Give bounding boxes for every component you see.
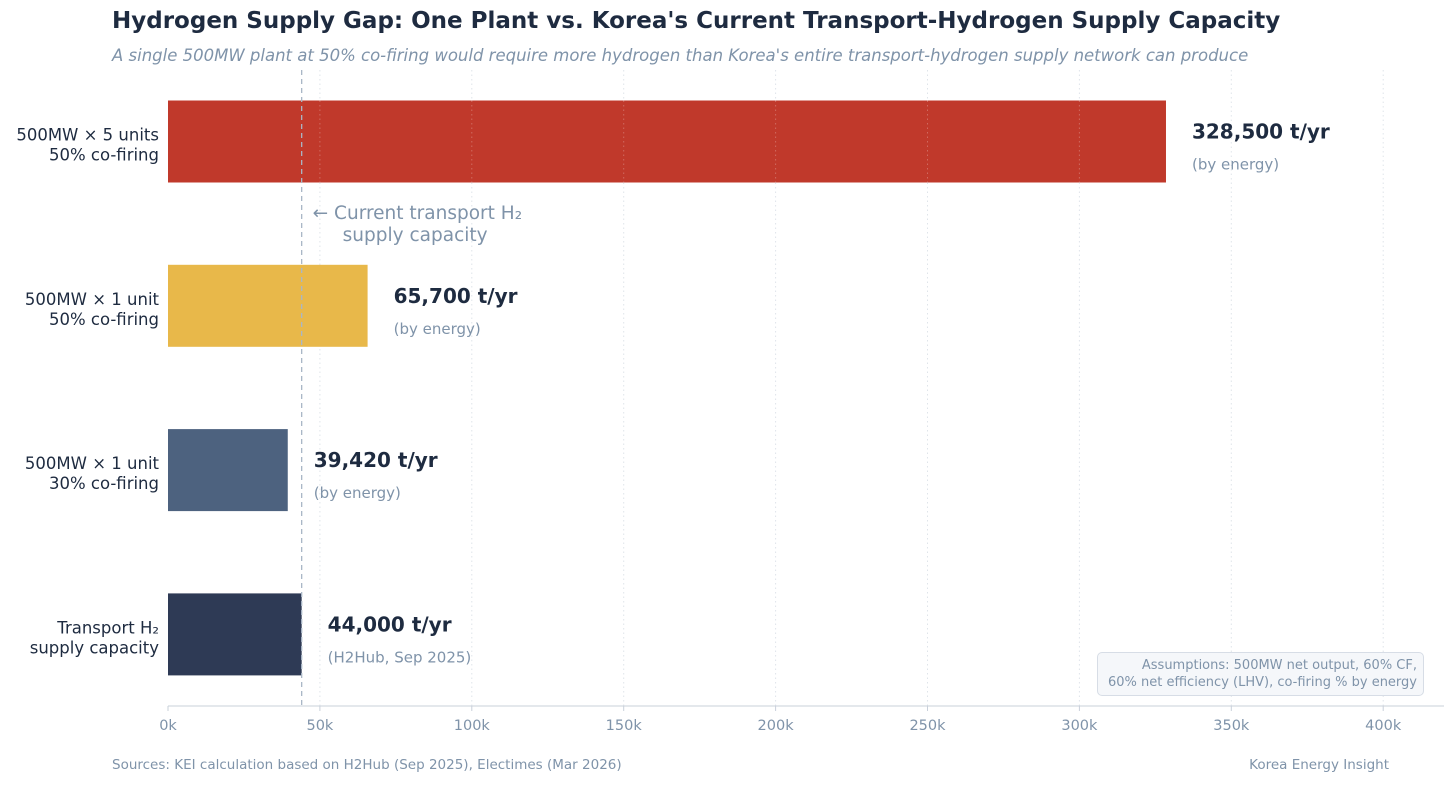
bar bbox=[168, 100, 1166, 183]
x-tick-label: 250k bbox=[909, 718, 946, 734]
category-label: 30% co-firing bbox=[49, 474, 159, 493]
bar bbox=[168, 593, 302, 676]
reference-label: supply capacity bbox=[343, 225, 488, 246]
category-label: 500MW × 1 unit bbox=[25, 290, 160, 309]
assumptions-line-1: Assumptions: 500MW net output, 60% CF, bbox=[1141, 658, 1417, 673]
assumptions-box: Assumptions: 500MW net output, 60% CF, 6… bbox=[1096, 652, 1424, 696]
chart-title: Hydrogen Supply Gap: One Plant vs. Korea… bbox=[112, 8, 1281, 34]
value-label: 39,420 t/yr bbox=[314, 448, 438, 472]
value-label: 44,000 t/yr bbox=[328, 612, 452, 636]
category-label: 50% co-firing bbox=[49, 146, 159, 165]
value-note: (by energy) bbox=[394, 320, 481, 338]
x-tick-label: 350k bbox=[1213, 718, 1250, 734]
value-note: (H2Hub, Sep 2025) bbox=[328, 648, 472, 666]
category-label: 500MW × 5 units bbox=[16, 126, 159, 145]
reference-label: ← Current transport H₂ bbox=[313, 203, 522, 224]
x-tick-label: 200k bbox=[758, 718, 795, 734]
category-label: 500MW × 1 unit bbox=[25, 454, 160, 473]
bar bbox=[168, 264, 368, 347]
x-tick-label: 100k bbox=[454, 718, 491, 734]
category-label: supply capacity bbox=[30, 638, 159, 657]
value-note: (by energy) bbox=[1192, 156, 1279, 174]
x-tick-label: 150k bbox=[606, 718, 643, 734]
assumptions-line-2: 60% net efficiency (LHV), co-firing % by… bbox=[1107, 675, 1417, 690]
category-label: Transport H₂ bbox=[56, 618, 159, 637]
x-tick-label: 400k bbox=[1365, 718, 1402, 734]
x-tick-label: 50k bbox=[306, 718, 333, 734]
value-label: 328,500 t/yr bbox=[1192, 120, 1330, 144]
value-note: (by energy) bbox=[314, 484, 401, 502]
chart-subtitle: A single 500MW plant at 50% co-firing wo… bbox=[112, 46, 1249, 65]
x-tick-label: 0k bbox=[159, 718, 177, 734]
category-label: 50% co-firing bbox=[49, 310, 159, 329]
value-label: 65,700 t/yr bbox=[394, 284, 518, 308]
source-note: Sources: KEI calculation based on H2Hub … bbox=[112, 757, 622, 773]
brand-label: Korea Energy Insight bbox=[1249, 757, 1389, 773]
x-tick-label: 300k bbox=[1061, 718, 1098, 734]
bar bbox=[168, 429, 288, 512]
